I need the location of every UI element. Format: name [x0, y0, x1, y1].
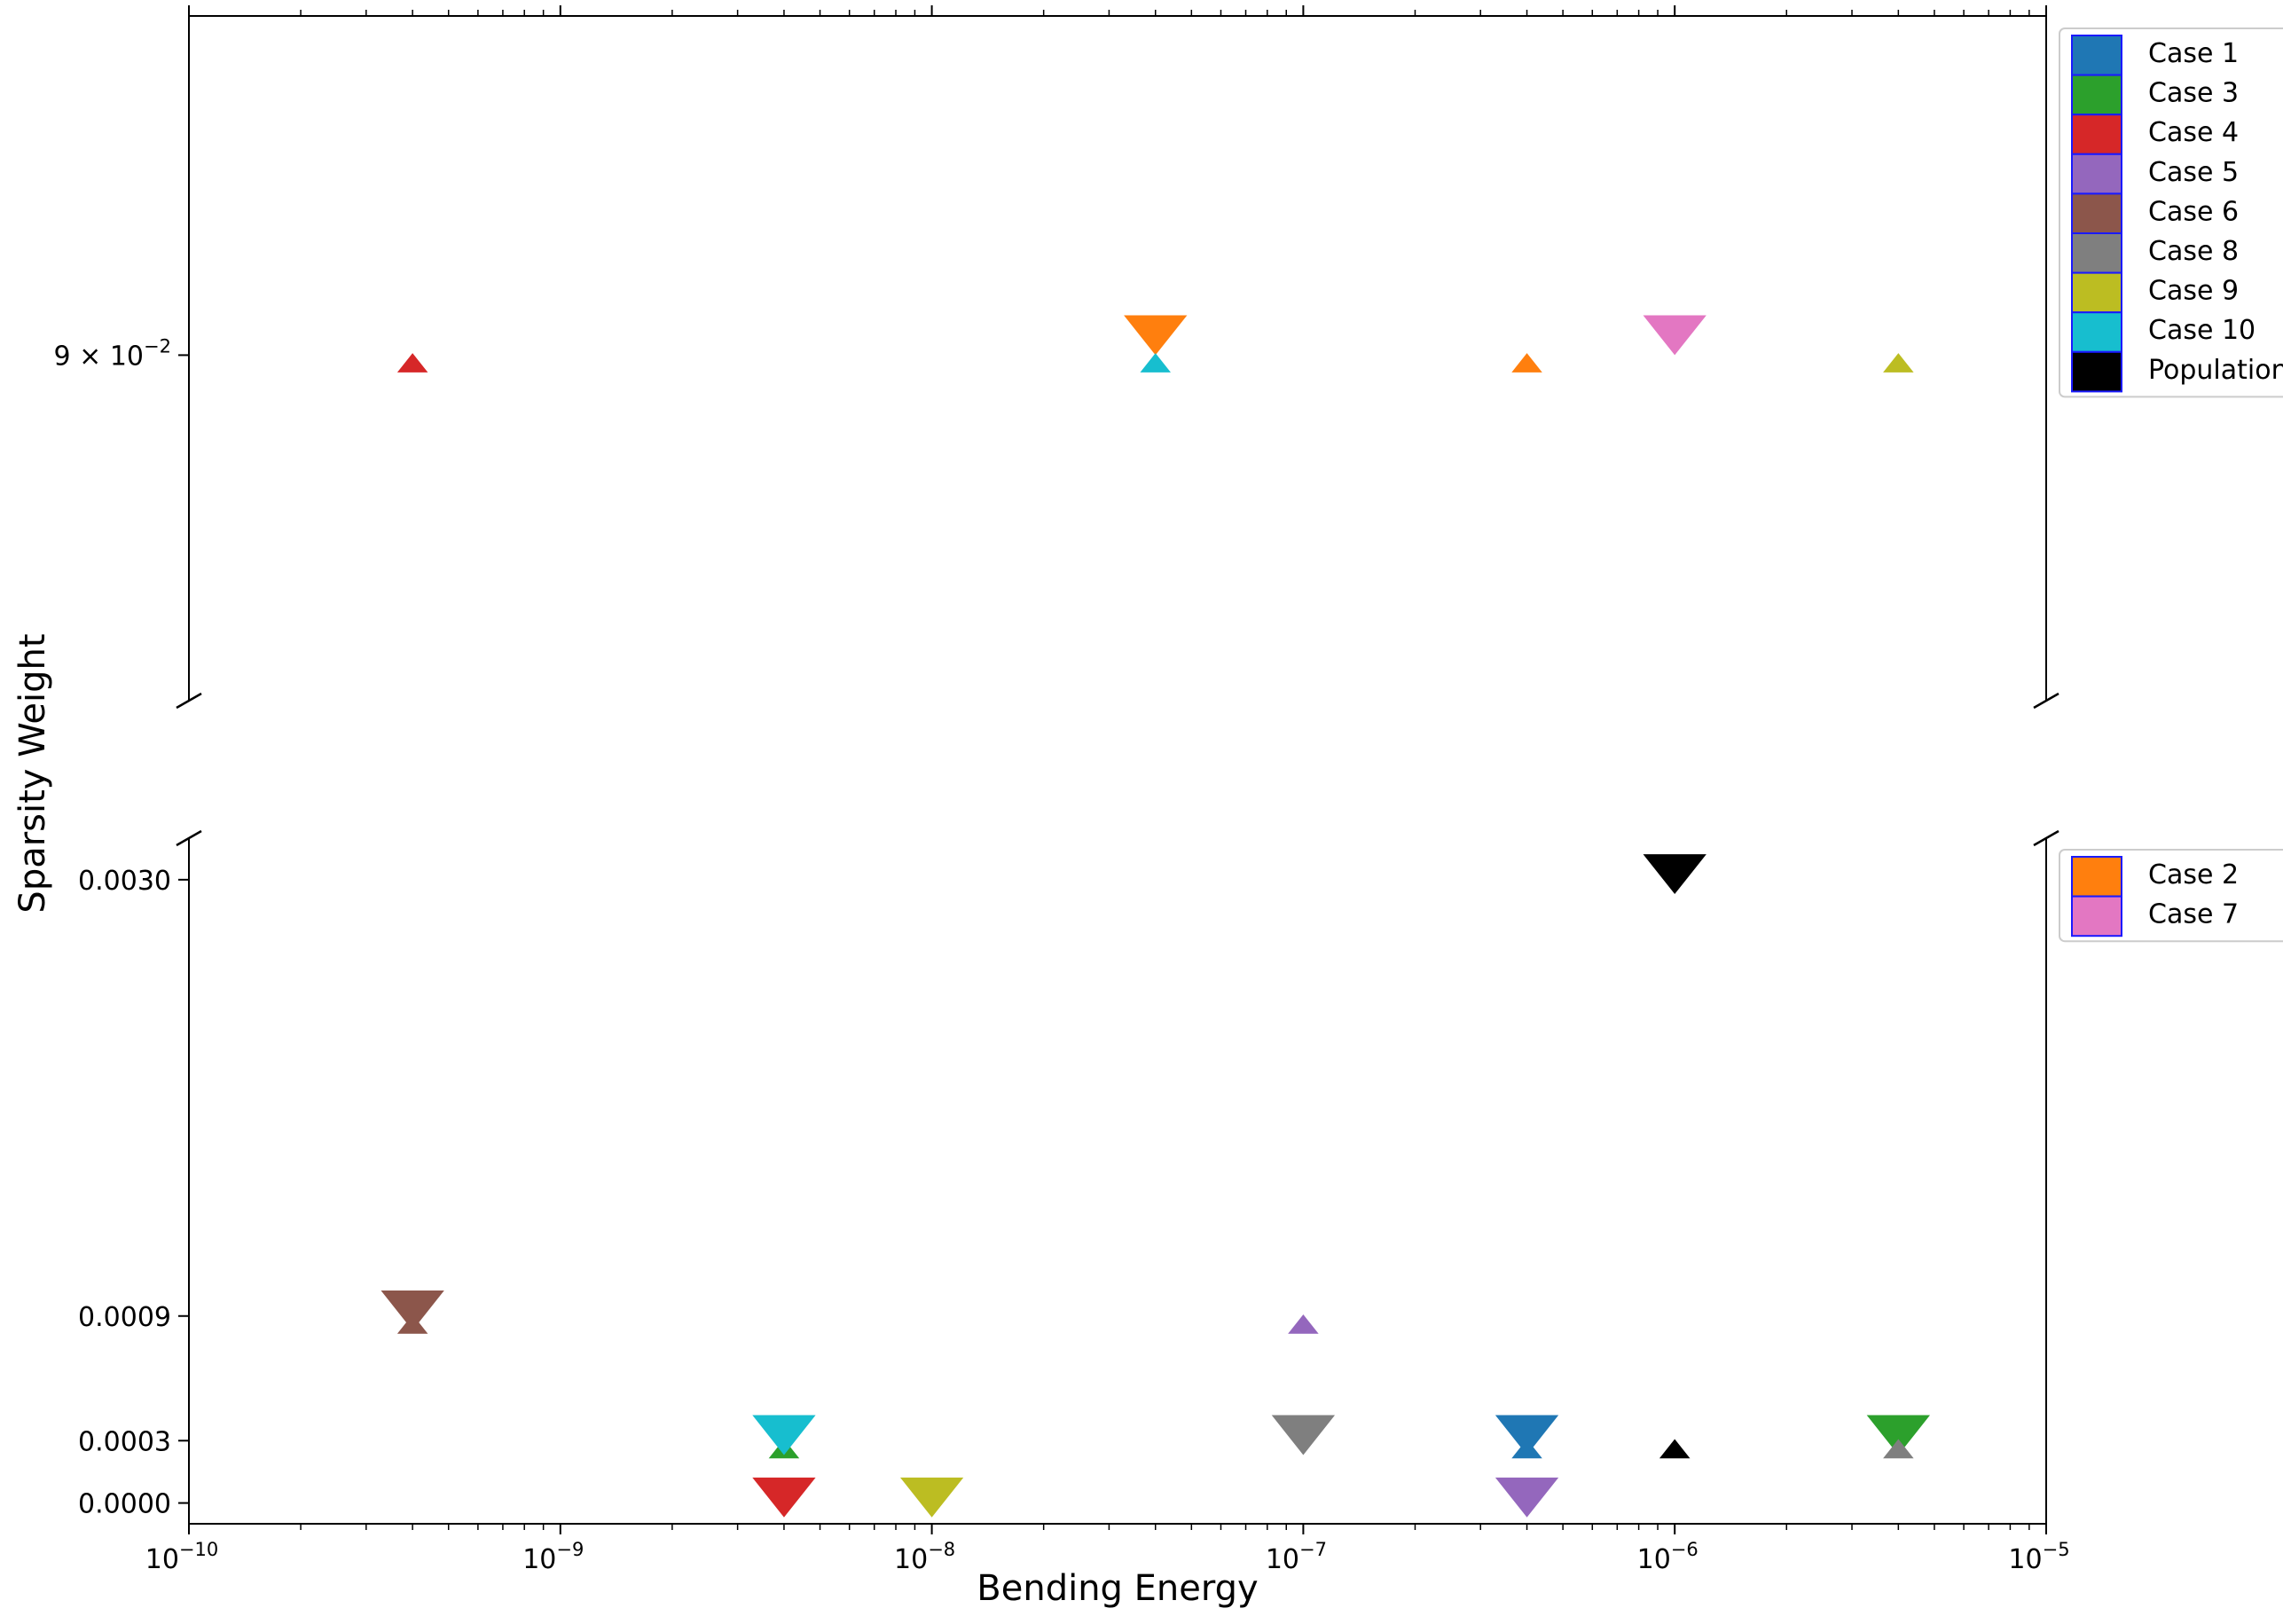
axis-break-mark: [176, 829, 202, 847]
x-tick-label: 10−10: [145, 1539, 219, 1575]
case-8-marker-down: [1271, 1415, 1336, 1455]
case-4-marker-up: [396, 353, 428, 373]
case-9-marker-up: [1883, 353, 1914, 373]
population-marker-down: [1643, 854, 1706, 895]
axis-break-mark: [2033, 829, 2059, 847]
legends: Case 1 Case 3 Case 4 Case 5 Case 6 Case 8 Case…: [2059, 27, 2283, 943]
bottom-panel: 10−10 10−9 10−8 10−7 10−6 10−5 0.0000 0.0003 0.0…: [78, 829, 2070, 1575]
case-6-marker-down: [380, 1290, 444, 1330]
x-tick-label: 10−9: [522, 1539, 584, 1575]
data-markers: [380, 315, 1930, 1518]
case-9-marker-down: [899, 1477, 964, 1518]
y-axis-label: Sparsity Weight: [12, 633, 53, 913]
legend-swatch: [2071, 895, 2122, 938]
case-10-marker-down: [752, 1415, 816, 1455]
case-8-marker-up: [1883, 1439, 1914, 1459]
y-bottom-tick-label: 0.0000: [78, 1489, 171, 1520]
legend-label: Case 9: [2148, 276, 2239, 307]
case-1-marker-down: [1495, 1415, 1559, 1455]
y-bottom-tick-label: 0.0009: [78, 1302, 171, 1333]
y-bottom-tick-label: 0.0003: [78, 1426, 171, 1457]
case-3-marker-down: [1866, 1415, 1930, 1455]
legend-swatch: [2071, 271, 2122, 314]
top-panel: 9 × 10−2: [54, 5, 2059, 710]
case-10-marker-up: [1140, 353, 1171, 373]
legend-swatch: [2071, 74, 2122, 116]
legend-label: Population: [2148, 355, 2283, 386]
legend-swatch: [2071, 350, 2122, 393]
axis-break-mark: [176, 692, 202, 710]
y-top-tick-label: 9 × 10−2: [54, 335, 171, 372]
case-5-marker-up: [1288, 1314, 1319, 1334]
x-tick-label: 10−5: [2008, 1539, 2069, 1575]
case-1-marker-up: [1511, 1439, 1542, 1459]
legend-label: Case 2: [2148, 859, 2239, 890]
case-6-marker-up: [396, 1314, 428, 1334]
legend-label: Case 10: [2148, 315, 2256, 346]
axis-break-mark: [2033, 692, 2059, 710]
x-tick-label: 10−7: [1266, 1539, 1327, 1575]
legend-label: Case 6: [2148, 196, 2239, 227]
legend-label: Case 8: [2148, 236, 2239, 267]
legend-swatch: [2071, 232, 2122, 274]
legend-label: Case 3: [2148, 78, 2239, 109]
y-bottom-tick-label: 0.0030: [78, 866, 171, 897]
legend-swatch: [2071, 192, 2122, 234]
case-2-marker-up: [1511, 353, 1542, 373]
legend-label: Case 1: [2148, 38, 2239, 69]
case-4-marker-down: [752, 1477, 816, 1518]
legend-label: Case 4: [2148, 117, 2239, 148]
x-axis-label: Bending Energy: [977, 1568, 1258, 1609]
legend-label: Case 7: [2148, 899, 2239, 930]
legend-swatch: [2071, 114, 2122, 155]
case-5-marker-down: [1495, 1477, 1559, 1518]
case-7-marker-down: [1643, 315, 1706, 356]
population-marker-up: [1659, 1439, 1691, 1459]
x-tick-label: 10−8: [894, 1539, 955, 1575]
legend-swatch: [2071, 856, 2122, 898]
x-tick-label: 10−6: [1637, 1539, 1699, 1575]
legend-swatch: [2071, 153, 2122, 195]
case-2-marker-down: [1124, 315, 1188, 356]
legend-swatch: [2071, 35, 2122, 76]
legend-swatch: [2071, 311, 2122, 353]
legend-label: Case 5: [2148, 157, 2239, 188]
